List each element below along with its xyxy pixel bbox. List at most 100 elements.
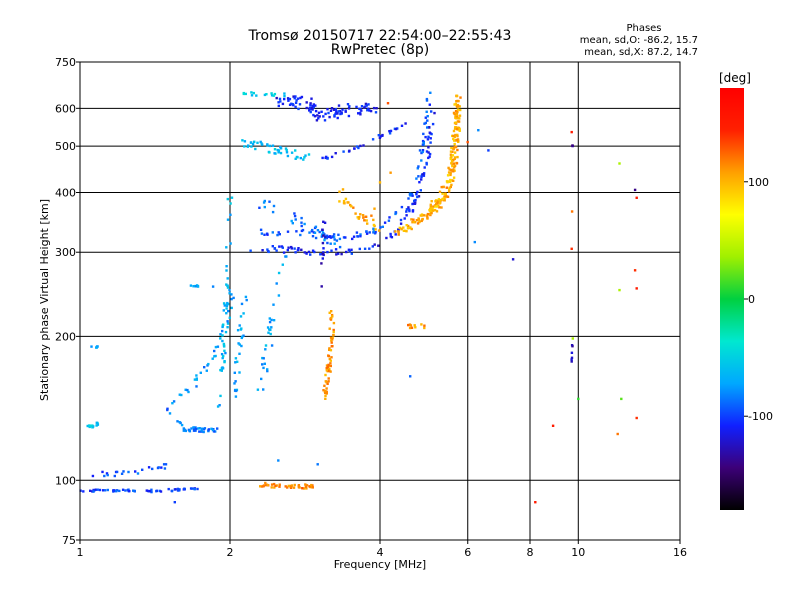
echo-point [386,102,390,105]
echo-point [297,107,300,111]
echo-point [454,115,457,118]
echo-point [453,164,457,167]
echo-point [410,192,414,196]
echo-point [452,170,455,173]
echo-point [268,200,271,203]
echo-point [287,99,290,102]
echo-point [370,214,373,217]
echo-point [427,156,430,160]
echo-point [244,295,248,299]
echo-point [103,489,107,492]
echo-point [407,206,410,209]
echo-point [277,294,281,297]
echo-point [267,250,270,254]
echo-point [487,149,490,152]
echo-point [300,248,303,251]
echo-point [178,393,181,396]
echo-point [368,247,371,250]
echo-point [454,139,458,142]
echo-point [325,387,328,390]
echo-point [240,336,243,340]
echo-point [275,282,278,285]
echo-point [195,385,198,388]
echo-point [452,162,455,165]
echo-point [271,231,274,234]
echo-point [268,317,271,320]
echo-point [421,173,425,176]
echo-point [286,230,290,233]
echo-point [477,129,480,132]
echo-point [373,207,376,210]
echo-point [407,323,410,327]
echo-point [438,202,442,205]
echo-point [222,342,226,346]
echo-point [271,144,275,147]
x-tick-label: 4 [377,546,384,559]
echo-point [328,327,331,330]
echo-point [267,331,270,334]
echo-point [322,389,325,392]
echo-point [256,388,260,391]
echo-point [320,110,323,113]
echo-point [449,153,453,156]
echo-point [431,207,434,210]
echo-point [347,114,351,118]
chart-title: Tromsø 20150717 22:54:00–22:55:43 [248,28,512,44]
echo-point [445,186,448,189]
echo-point [328,348,331,351]
echo-point [322,247,325,250]
echo-point [334,152,337,155]
echo-point [234,361,237,364]
echo-point [176,420,179,423]
echo-point [453,156,457,159]
echo-point [194,426,197,429]
echo-point [91,474,95,478]
echo-point [173,501,176,504]
echo-point [203,427,207,430]
echo-point [196,285,200,288]
echo-point [408,323,412,326]
echo-point [329,370,332,373]
echo-point [82,490,85,493]
echo-point [327,111,330,115]
echo-point [230,306,233,310]
y-tick-label: 100 [55,474,76,487]
echo-point [286,97,290,100]
echo-point [570,358,573,361]
echo-point [414,198,417,202]
echo-point [273,148,277,151]
echo-point [127,488,130,491]
echo-point [379,135,382,138]
echo-point [436,199,440,202]
echo-point [195,374,198,377]
echo-point [238,324,241,327]
echo-point [571,144,574,147]
echo-point [418,181,421,184]
echo-point [96,423,100,426]
echo-point [411,194,414,197]
echo-point [279,151,283,155]
echo-point [408,326,412,330]
echo-point [359,111,362,115]
x-axis-ticks: 1 2 4 6 8 10 16 [77,540,687,559]
echo-point [438,206,441,209]
echo-point [198,427,201,430]
echo-point [411,202,414,206]
echo-point [176,487,180,491]
echo-point [313,115,317,118]
echo-point [279,147,283,150]
echo-point [451,164,454,168]
echo-point [290,245,293,249]
echo-point [425,97,429,101]
echo-point [245,298,248,302]
echo-point [226,326,229,329]
echo-point [235,389,238,393]
echo-point [225,283,228,286]
colorbar-tick-label: 100 [748,176,769,189]
echo-point [174,488,177,491]
echo-point [359,107,362,111]
echo-point [199,371,202,374]
echo-point [425,110,428,113]
echo-point [359,213,362,216]
echo-point [340,252,343,256]
